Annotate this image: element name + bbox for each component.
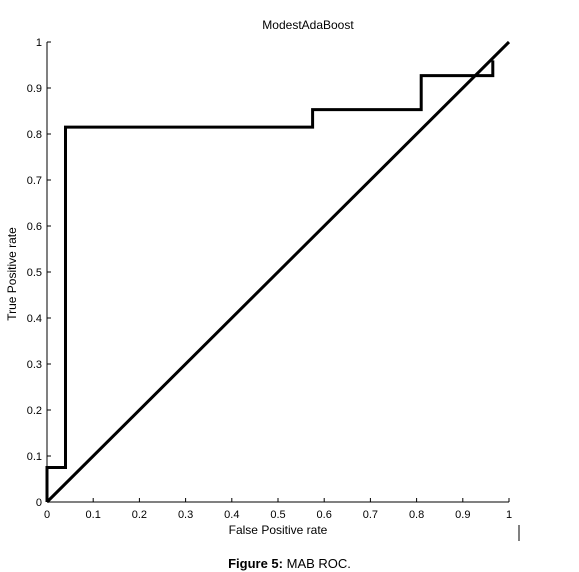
y-tick-label: 0.6 [27,221,42,233]
x-tick-label: 0.3 [178,509,193,521]
x-tick-label: 1 [506,509,512,521]
x-tick-label: 0.9 [455,509,470,521]
x-tick-label: 0 [44,509,50,521]
x-tick-label: 0.6 [317,509,332,521]
x-axis-ticks: 0 0.1 0.2 0.3 0.4 0.5 0.6 0.7 0.8 0.9 1 [44,498,512,521]
x-tick-label: 0.8 [409,509,424,521]
y-tick-label: 0.9 [27,83,42,95]
y-tick-label: 0.2 [27,405,42,417]
roc-curve-line [45,60,495,502]
plot-area [46,42,520,541]
y-tick-label: 0 [36,497,42,509]
chart-title: ModestAdaBoost [262,18,354,32]
y-tick-label: 0.3 [27,359,42,371]
x-axis-label: False Positive rate [229,523,328,537]
caption-label: Figure 5: [228,556,283,571]
x-tick-label: 0.5 [270,509,285,521]
roc-chart: ModestAdaBoost 0 0.1 0.2 0.3 0.4 0.5 0.6 0.7 0.8… [5,18,520,541]
x-tick-label: 0.4 [224,509,239,521]
series-layer [45,40,511,504]
diagonal-reference-line [45,40,511,504]
x-tick-label: 0.2 [132,509,147,521]
caption-text: MAB ROC. [286,556,351,571]
y-axis-ticks: 0 0.1 0.2 0.3 0.4 0.5 0.6 0.7 0.8 0.9 1 [27,37,51,509]
y-tick-label: 0.7 [27,175,42,187]
y-tick-label: 1 [36,37,42,49]
x-tick-label: 0.1 [86,509,101,521]
x-tick-label: 0.7 [363,509,378,521]
y-tick-label: 0.4 [27,313,42,325]
y-tick-label: 0.8 [27,129,42,141]
y-axis-label: True Positive rate [5,227,19,321]
y-tick-label: 0.5 [27,267,42,279]
figure-caption: Figure 5: MAB ROC. [0,556,579,571]
y-tick-label: 0.1 [27,451,42,463]
